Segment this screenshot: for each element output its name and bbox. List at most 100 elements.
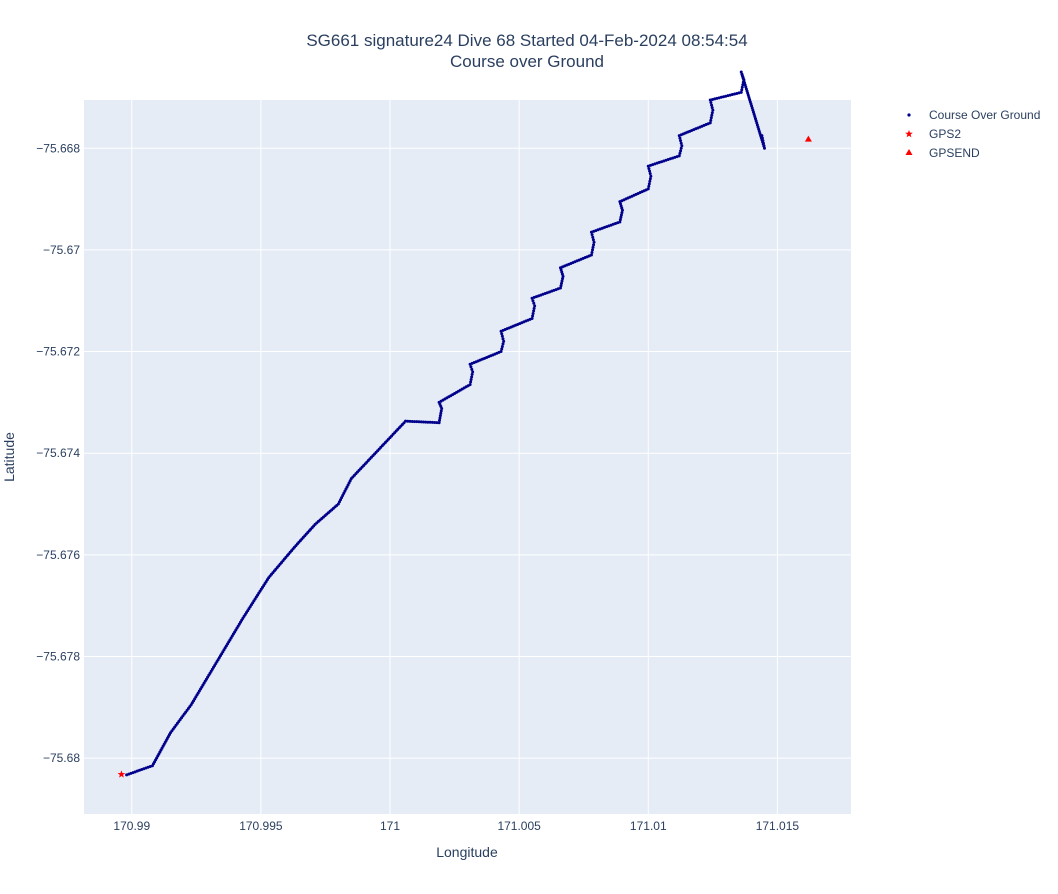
y-tick-label: −75.678 <box>36 649 80 663</box>
track-point <box>649 174 653 178</box>
track-point <box>531 311 535 315</box>
track-point <box>500 334 504 338</box>
track-point <box>619 213 623 217</box>
track-point <box>679 149 683 153</box>
track-point <box>531 314 535 318</box>
track-point <box>428 420 432 424</box>
track-point <box>761 139 765 143</box>
track-point <box>426 420 430 424</box>
track-point <box>591 238 595 242</box>
y-tick-label: −75.672 <box>36 345 80 359</box>
plot-area <box>84 100 851 814</box>
track-point <box>647 167 651 171</box>
legend-label: GPS2 <box>929 127 961 141</box>
track-point <box>501 337 505 341</box>
x-tick-label: 171.015 <box>756 819 800 833</box>
legend-label: Course Over Ground <box>929 108 1040 122</box>
track-point <box>590 233 594 237</box>
y-tick-label: −75.674 <box>36 446 80 460</box>
track-point <box>741 83 745 87</box>
track-point <box>439 411 443 415</box>
track-point <box>435 421 439 425</box>
y-tick-label: −75.68 <box>43 751 80 765</box>
track-point <box>424 420 428 424</box>
legend-item-gps2[interactable]: GPS2 <box>905 127 961 141</box>
x-tick-label: 171.005 <box>497 819 541 833</box>
track-point <box>620 211 624 215</box>
x-axis-title: Longitude <box>436 844 498 860</box>
track-point <box>499 350 503 354</box>
track-point <box>412 420 416 424</box>
track-point <box>406 419 410 423</box>
y-tick-label: −75.668 <box>36 141 80 155</box>
track-point <box>592 240 596 244</box>
track-point <box>760 136 764 140</box>
legend-triangle-icon <box>905 149 913 155</box>
track-point <box>648 169 652 173</box>
track-point <box>648 179 652 183</box>
track-point <box>590 248 594 252</box>
legend-item-gpsend[interactable]: GPSEND <box>905 146 981 160</box>
track-point <box>438 414 442 418</box>
track-point <box>591 245 595 249</box>
track-point <box>438 418 442 422</box>
track-point <box>558 286 562 290</box>
gps2-marker <box>117 770 126 778</box>
track-point <box>679 146 683 150</box>
track-point <box>711 108 715 112</box>
track-point <box>531 299 535 303</box>
x-tick-label: 170.99 <box>113 819 150 833</box>
track-point <box>500 332 504 336</box>
track-point <box>560 279 564 283</box>
track-point <box>468 383 472 387</box>
track-point <box>533 304 537 308</box>
track-point <box>710 106 714 110</box>
track-point <box>647 182 651 186</box>
track-point <box>469 380 473 384</box>
track-point <box>709 101 713 105</box>
gpsend-marker <box>804 135 812 142</box>
track-point <box>740 88 744 92</box>
data-layer <box>117 70 812 778</box>
track-point <box>417 420 421 424</box>
legend-dot-icon <box>907 113 911 117</box>
track-point <box>470 375 474 379</box>
track-point <box>415 420 419 424</box>
track-point <box>560 281 564 285</box>
y-tick-label: −75.67 <box>43 243 80 257</box>
y-axis-title: Latitude <box>1 432 17 482</box>
track-point <box>710 111 714 115</box>
chart-title: SG661 signature24 Dive 68 Started 04-Feb… <box>306 31 747 50</box>
track-point <box>618 218 622 222</box>
track-point <box>439 409 443 413</box>
track-point <box>762 146 766 150</box>
legend-item-course-over-ground[interactable]: Course Over Ground <box>907 108 1040 122</box>
track-point <box>559 284 563 288</box>
track-point <box>710 103 714 107</box>
legend-label: GPSEND <box>929 146 980 160</box>
track-point <box>646 187 650 191</box>
track-point <box>532 301 536 305</box>
track-point <box>740 85 744 89</box>
series-course-over-ground <box>125 70 766 777</box>
chart-subtitle: Course over Ground <box>450 52 604 71</box>
x-tick-label: 171.01 <box>630 819 667 833</box>
track-point <box>677 154 681 158</box>
track-point <box>404 419 408 423</box>
track-point <box>500 344 504 348</box>
track-point <box>760 134 764 138</box>
track-point <box>561 277 565 281</box>
track-point <box>421 420 425 424</box>
series-gpsend <box>804 135 812 142</box>
track-point <box>708 121 712 125</box>
track-point <box>469 365 473 369</box>
track-point <box>408 419 412 423</box>
track-point <box>438 416 442 420</box>
track-point <box>419 420 423 424</box>
track-point <box>678 136 682 140</box>
track-point <box>469 378 473 382</box>
axis-ticks: 170.99 170.995 171 171.005 171.01 171.015 −75.… <box>36 141 799 833</box>
track-point <box>532 309 536 313</box>
x-tick-label: 170.995 <box>239 819 283 833</box>
track-point <box>680 144 684 148</box>
